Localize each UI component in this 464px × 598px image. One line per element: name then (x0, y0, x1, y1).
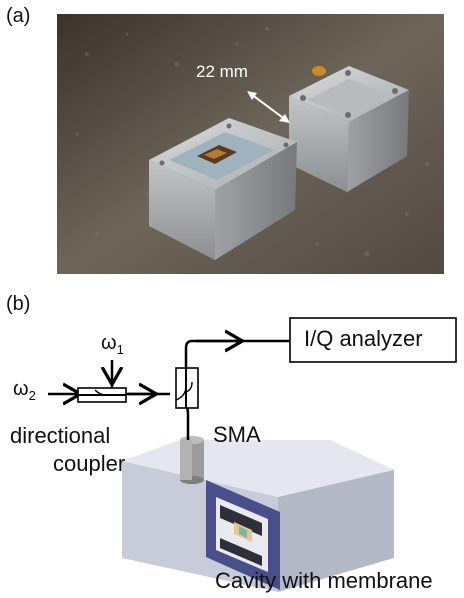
dimension-label: 22 mm (196, 62, 248, 81)
sma-connector (180, 436, 204, 484)
panel-a-label: (a) (6, 5, 31, 27)
omega1-subscript: 1 (116, 342, 124, 357)
measurement-schematic (48, 317, 457, 592)
directional-coupler-2 (175, 367, 199, 409)
directional-coupler-1 (77, 387, 127, 403)
sma-label: SMA (213, 422, 261, 447)
iq-analyzer-box (289, 317, 457, 363)
omega2-subscript: 2 (28, 388, 36, 403)
cavity-photo (57, 14, 444, 274)
iq-analyzer-label: I/Q analyzer (304, 326, 423, 351)
omega2-label: ω2 (13, 378, 36, 403)
omega2-symbol: ω (13, 378, 29, 400)
omega1-symbol: ω (101, 332, 117, 354)
omega1-label: ω1 (101, 332, 124, 357)
coupler-label-line1: directional (10, 423, 111, 448)
panel-b-label: (b) (6, 293, 31, 315)
membrane-window (206, 480, 280, 590)
coupler-label-line2: coupler (53, 451, 126, 476)
cavity-label: Cavity with membrane (215, 568, 433, 593)
